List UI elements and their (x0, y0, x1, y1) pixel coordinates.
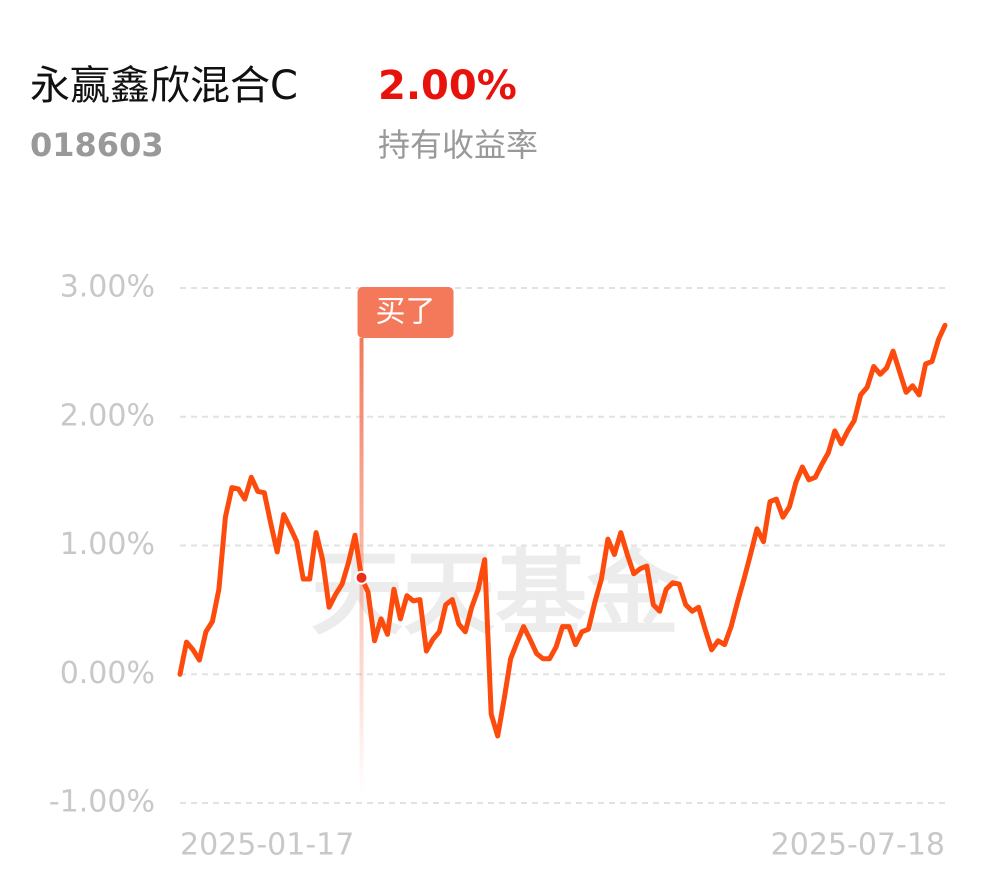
y-tick-label: 1.00% (60, 527, 155, 562)
y-tick-label: 0.00% (60, 656, 155, 691)
fund-title: 永赢鑫欣混合C (30, 63, 298, 109)
buy-tag (357, 287, 454, 338)
holding-return: 2.00% (378, 63, 517, 109)
y-tick-label: 3.00% (60, 270, 155, 305)
x-tick-label: 2025-07-18 (771, 828, 945, 863)
fund-code: 018603 (30, 126, 164, 164)
return-label: 持有收益率 (378, 126, 538, 164)
y-tick-label: 2.00% (60, 398, 155, 433)
return-line (177, 322, 948, 739)
x-tick-label: 2025-01-17 (180, 828, 354, 863)
buy-point (354, 570, 369, 585)
y-tick-label: -1.00% (49, 785, 155, 820)
buy-tag-label: 买了 (376, 295, 436, 330)
